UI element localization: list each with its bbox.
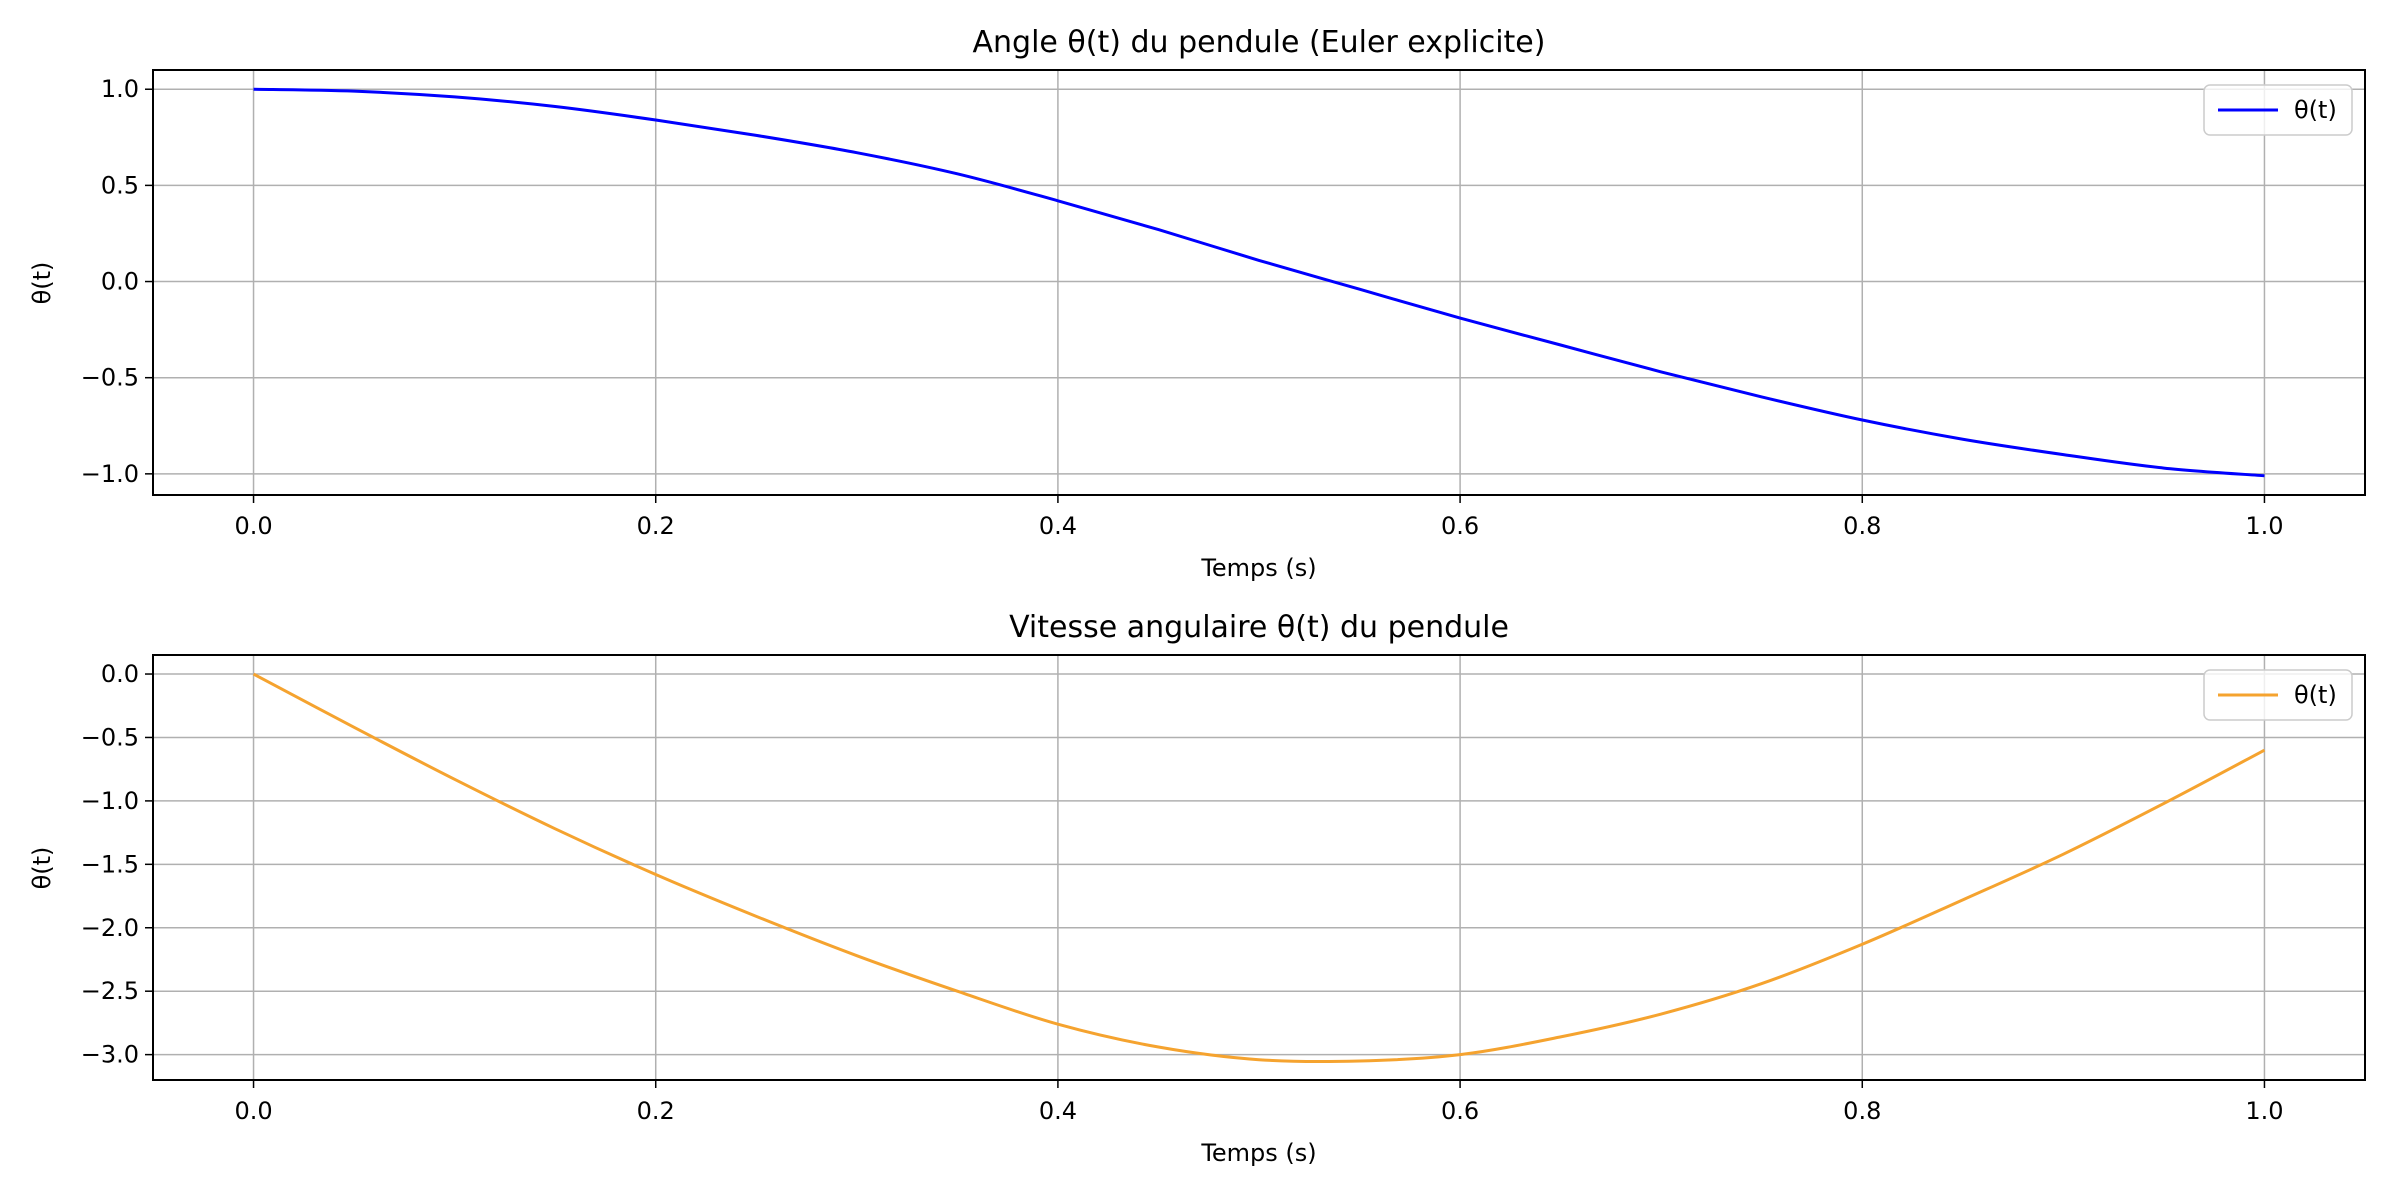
x-tick-label: 0.6 (1441, 512, 1479, 540)
y-tick-label: 0.5 (101, 171, 139, 199)
y-tick-label: 0.0 (101, 268, 139, 296)
x-tick-label: 0.4 (1039, 512, 1077, 540)
velocity-chart-series (252, 672, 2266, 1064)
y-tick-label: −2.5 (81, 977, 139, 1005)
x-tick-label: 0.4 (1039, 1097, 1077, 1125)
y-tick-label: −2.0 (81, 914, 139, 942)
angle-chart-ylabel: θ(t) (28, 262, 56, 305)
y-tick-label: 1.0 (101, 75, 139, 103)
x-tick-label: 0.0 (234, 1097, 272, 1125)
velocity-chart-panel: Vitesse angulaire θ(t) du pendule 0.0 0.2… (28, 610, 2366, 1167)
angle-chart-axes-frame (152, 69, 2366, 496)
legend-label: θ(t) (2294, 681, 2337, 709)
angle-chart-legend: θ(t) (2203, 84, 2353, 136)
y-tick-label: −1.0 (81, 460, 139, 488)
velocity-chart-legend: θ(t) (2203, 669, 2353, 721)
y-tick-label: 0.0 (101, 660, 139, 688)
velocity-chart-xlabel: Temps (s) (1200, 1139, 1316, 1167)
series-line (253, 87, 2265, 478)
y-tick-label: −3.0 (81, 1041, 139, 1069)
angle-chart-title: Angle θ(t) du pendule (Euler explicite) (973, 25, 1546, 60)
y-tick-label: −0.5 (81, 723, 139, 751)
velocity-chart-ticks: 0.0 0.2 0.4 0.6 0.8 1.0 0.0 −0.5 −1.0 −1.5 −2.0 −2.… (81, 660, 2284, 1125)
x-tick-label: 0.6 (1441, 1097, 1479, 1125)
x-tick-label: 1.0 (2245, 1097, 2283, 1125)
angle-chart-panel: Angle θ(t) du pendule (Euler explicite) … (28, 25, 2366, 582)
x-tick-label: 0.0 (234, 512, 272, 540)
velocity-chart-ylabel: θ(t) (28, 847, 56, 890)
velocity-chart-grid (153, 655, 2365, 1080)
x-tick-label: 1.0 (2245, 512, 2283, 540)
y-tick-label: −1.5 (81, 850, 139, 878)
x-tick-label: 0.2 (637, 1097, 675, 1125)
angle-chart-xlabel: Temps (s) (1200, 554, 1316, 582)
y-tick-label: −1.0 (81, 787, 139, 815)
x-tick-label: 0.2 (637, 512, 675, 540)
velocity-chart-title: Vitesse angulaire θ(t) du pendule (1009, 610, 1509, 645)
velocity-chart-axes-frame (152, 654, 2366, 1081)
legend-label: θ(t) (2294, 96, 2337, 124)
angle-chart-ticks: 0.0 0.2 0.4 0.6 0.8 1.0 1.0 0.5 0.0 −0.5 −1.0 (81, 75, 2284, 540)
angle-chart-series (253, 87, 2265, 478)
x-tick-label: 0.8 (1843, 1097, 1881, 1125)
y-tick-label: −0.5 (81, 364, 139, 392)
series-line (252, 672, 2266, 1064)
angle-chart-grid (153, 70, 2365, 495)
x-tick-label: 0.8 (1843, 512, 1881, 540)
